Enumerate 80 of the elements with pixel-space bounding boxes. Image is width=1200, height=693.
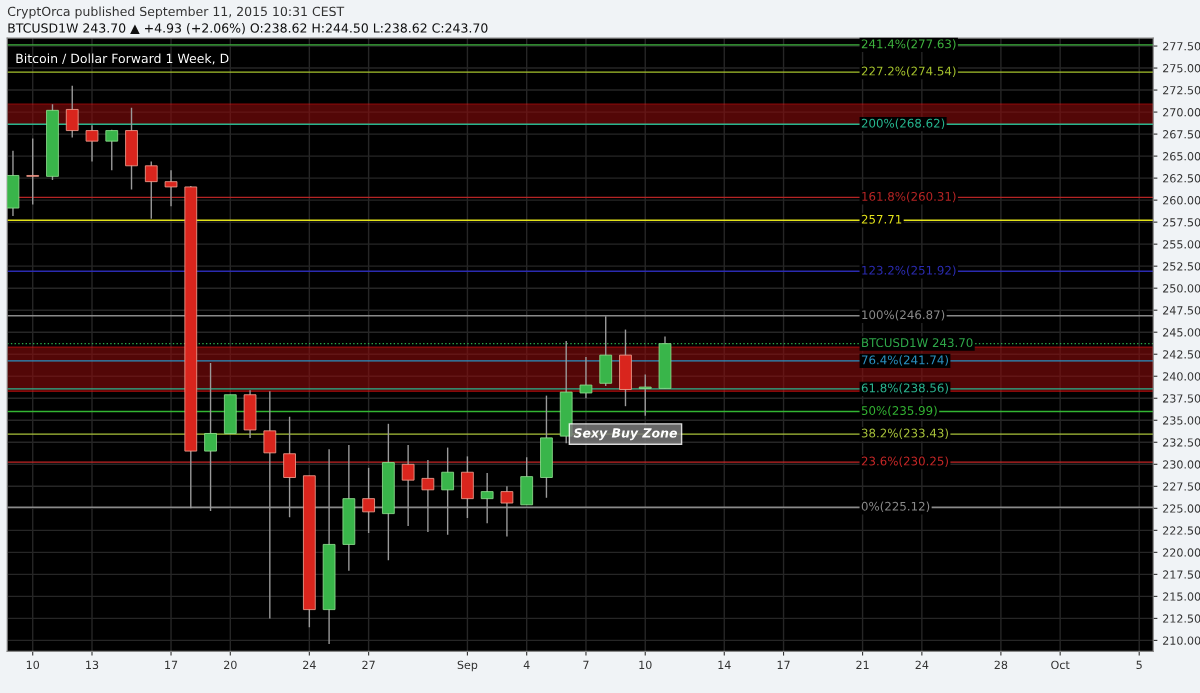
- x-tick-label: 5: [1136, 660, 1142, 670]
- x-tick-label: 27: [362, 660, 375, 669]
- y-tick-label: 210.00: [1163, 636, 1200, 645]
- ref-line-label: 50%(235.99): [861, 405, 937, 417]
- x-tick-label: 10: [26, 660, 40, 670]
- candlestick: [105, 128, 119, 171]
- y-tick-label: 272.50: [1163, 86, 1200, 95]
- y-tick-label: 262.50: [1163, 174, 1200, 183]
- ref-line-label: 123.2%(251.92): [862, 265, 956, 277]
- x-tick-label: 28: [994, 660, 1008, 670]
- x-tick-label: 24: [303, 660, 316, 669]
- ref-line-label: 61.8%(238.56): [861, 383, 948, 394]
- ref-line-label: 38.2%(233.43): [861, 428, 948, 439]
- x-tick-label: 21: [856, 660, 869, 669]
- x-tick-label: 10: [639, 660, 652, 670]
- ref-line-label: 200%(268.62): [861, 118, 945, 130]
- y-tick-label: 217.50: [1163, 570, 1200, 579]
- x-tick-label: Sep: [457, 660, 478, 672]
- x-tick-label: 20: [224, 660, 237, 670]
- y-tick-label: 252.50: [1163, 262, 1200, 271]
- x-tick-label: 4: [523, 660, 530, 669]
- x-tick-label: 17: [165, 660, 178, 669]
- annotation: Sexy Buy Zone: [573, 428, 677, 441]
- y-tick-label: 232.50: [1163, 438, 1200, 447]
- candlestick: [421, 459, 435, 533]
- y-tick-label: 230.00: [1163, 460, 1200, 469]
- y-tick-label: 247.50: [1163, 306, 1200, 315]
- ref-line-label: 257.71: [861, 214, 902, 224]
- y-tick-label: 227.50: [1163, 482, 1200, 491]
- candlestick: [500, 485, 514, 538]
- y-tick-label: 242.50: [1163, 350, 1200, 359]
- y-tick-label: 270.00: [1163, 108, 1200, 117]
- y-tick-label: 237.50: [1163, 394, 1200, 403]
- y-tick-label: 265.00: [1163, 152, 1200, 161]
- ref-line-label: 23.6%(230.25): [861, 456, 948, 467]
- candlestick: [164, 169, 178, 207]
- x-tick-label: 13: [86, 660, 99, 670]
- y-tick-label: 260.00: [1163, 196, 1200, 205]
- y-tick-label: 257.50: [1163, 218, 1200, 227]
- y-tick-label: 245.00: [1163, 328, 1200, 337]
- candlestick: [85, 124, 99, 163]
- x-tick-label: Oct: [1051, 660, 1070, 670]
- candlestick: [283, 416, 296, 518]
- text: BTCUSD1W 243.70 ▲ +4.93 (+2.06%) O:238.62 H:244.50 L:238.62 C:243.70: [8, 23, 488, 35]
- y-tick-label: 220.00: [1163, 548, 1200, 557]
- candlestick: [362, 467, 375, 534]
- text: Bitcoin / Dollar Forward 1 Week, D: [16, 53, 229, 65]
- y-tick-label: 250.00: [1163, 284, 1200, 293]
- candlestick: [441, 446, 454, 536]
- candlestick: [480, 472, 494, 524]
- ref-line-label: 0%(225.12): [861, 501, 930, 513]
- x-tick-label: 17: [777, 660, 790, 669]
- candlestick: [638, 373, 652, 417]
- chart-subtitle: CryptOrca published September 11, 2015 10:31 CEST: [7, 6, 345, 19]
- candlestick: [65, 84, 79, 139]
- x-tick-label: 14: [718, 660, 731, 669]
- ref-line-label: 76.4%(241.74): [861, 355, 948, 366]
- ref-line-label: 161.8%(260.31): [862, 191, 956, 203]
- candlestick: [26, 137, 40, 206]
- ref-line-label: 100%(246.87): [862, 310, 945, 321]
- candlestick: [263, 390, 277, 620]
- ref-line-label: 241.4%(277.63): [861, 39, 956, 50]
- candlestick: [144, 160, 158, 220]
- y-tick-label: 240.00: [1163, 372, 1200, 381]
- x-tick-label: 24: [915, 660, 929, 669]
- y-tick-label: 225.00: [1163, 504, 1200, 513]
- y-tick-label: 255.00: [1163, 240, 1200, 249]
- candlestick: [579, 356, 593, 399]
- y-tick-label: 235.00: [1163, 416, 1200, 425]
- y-tick-label: 275.00: [1163, 64, 1200, 73]
- y-tick-label: 212.50: [1163, 614, 1200, 623]
- candlestick: [204, 362, 217, 512]
- candlestick: [401, 444, 415, 527]
- y-tick-label: 277.50: [1163, 42, 1200, 51]
- y-tick-label: 222.50: [1163, 526, 1200, 535]
- y-tick-label: 215.00: [1163, 592, 1200, 601]
- x-tick-label: 7: [583, 660, 589, 669]
- y-tick-label: 267.50: [1163, 130, 1200, 139]
- ref-line-label: 227.2%(274.54): [861, 66, 956, 77]
- ref-line-label: BTCUSD1W 243.70: [862, 338, 973, 348]
